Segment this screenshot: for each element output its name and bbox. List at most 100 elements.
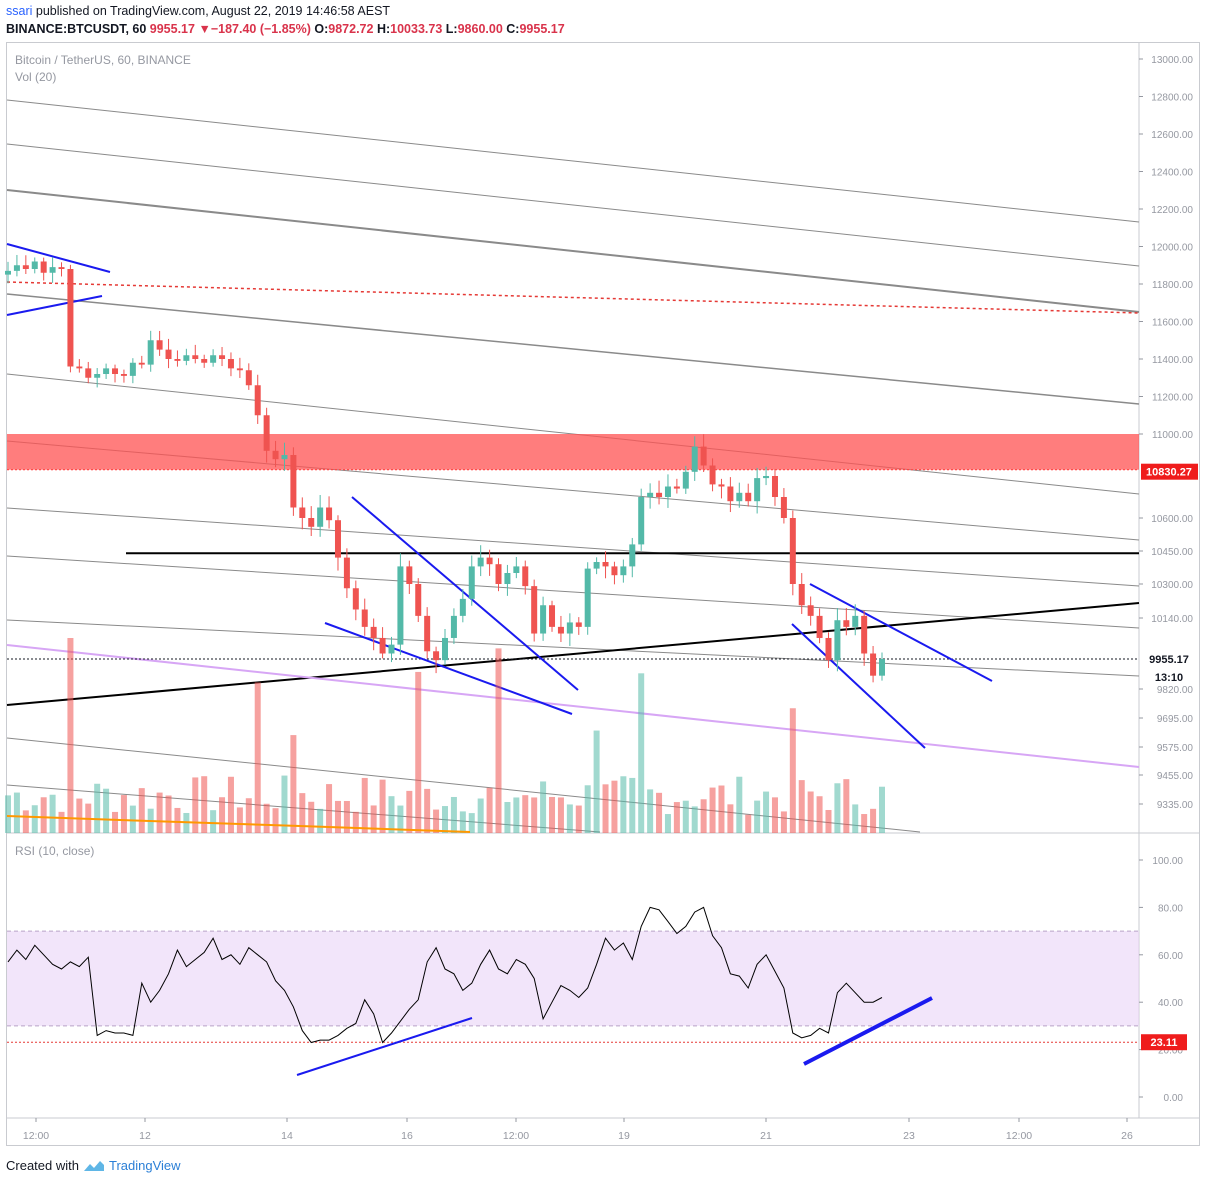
candle-body	[736, 492, 743, 502]
volume-bar	[709, 787, 716, 833]
down-arrow-icon: ▼	[198, 22, 211, 36]
red-dotted-trendline	[6, 281, 1140, 314]
rsi-band	[7, 931, 1139, 1026]
candle-body	[861, 615, 868, 654]
volume-bar	[495, 648, 502, 833]
volume-bar	[477, 798, 484, 833]
volume-bar	[308, 801, 315, 833]
price-axis-label: 12000.00	[1151, 243, 1193, 254]
candle-body	[317, 507, 324, 527]
volume-bar	[540, 781, 547, 833]
time-axis-label: 12:00	[23, 1130, 49, 1142]
candle-body	[611, 566, 618, 576]
tradingview-logo-icon	[83, 1160, 104, 1171]
candle-body	[174, 359, 181, 361]
close-value: 9955.17	[519, 22, 565, 36]
candle-body	[58, 267, 65, 269]
candle-body	[263, 415, 270, 451]
candle-body	[406, 566, 413, 584]
candle-body	[629, 544, 636, 567]
volume-bar	[201, 776, 208, 833]
candle-body	[442, 637, 448, 661]
volume-bar	[352, 811, 359, 833]
volume-legend: Vol (20)	[15, 70, 57, 84]
candle-body	[192, 355, 199, 359]
candle-body	[201, 359, 208, 363]
candle-body	[415, 584, 422, 616]
volume-bar	[816, 796, 823, 833]
time-axis-label: 26	[1121, 1130, 1133, 1142]
channel-line	[6, 143, 1140, 267]
rsi-level-badge-bg	[1141, 1034, 1187, 1051]
candle-body	[531, 586, 538, 634]
volume-bar	[798, 780, 805, 833]
volume-bar	[263, 803, 270, 833]
candle-body	[433, 651, 440, 661]
volume-bar	[40, 797, 47, 833]
price-axis-label: 9820.00	[1157, 685, 1194, 696]
candle-body	[852, 615, 859, 627]
volume-bar	[780, 811, 787, 833]
candle-body	[49, 267, 56, 273]
author-link[interactable]: ssari	[6, 4, 33, 18]
volume-bar	[326, 784, 333, 833]
candle-body	[290, 455, 297, 508]
price-axis-label: 9455.00	[1157, 771, 1194, 782]
price-axis-label: 10140.00	[1151, 614, 1193, 625]
countdown-badge: 13:10	[1155, 672, 1183, 684]
low-value: 9860.00	[457, 22, 503, 36]
tradingview-link[interactable]: TradingView	[108, 1158, 181, 1173]
candle-body	[112, 368, 119, 374]
candle-body	[397, 566, 404, 645]
candle-body	[647, 492, 654, 497]
volume-bar	[290, 735, 297, 833]
volume-bar	[361, 777, 368, 833]
price-axis-label: 11000.00	[1152, 430, 1193, 441]
volume-bar	[245, 798, 252, 833]
created-with-label: Created with	[6, 1158, 79, 1173]
candle-body	[834, 620, 841, 661]
volume-bar	[673, 802, 680, 833]
candle-body	[656, 492, 663, 497]
price-axis-label: 12600.00	[1151, 130, 1193, 141]
volume-bar	[227, 776, 234, 833]
volume-bar	[450, 796, 457, 833]
price-axis-label: 9575.00	[1157, 743, 1194, 754]
blue-trendline	[6, 243, 111, 273]
volume-bar	[76, 798, 83, 833]
candle-body	[227, 359, 234, 369]
candle-body	[575, 622, 582, 627]
volume-bar	[727, 804, 734, 833]
low-label: L:	[445, 22, 458, 36]
volume-bar	[343, 800, 350, 833]
volume-bar	[406, 790, 413, 833]
volume-bar	[156, 792, 163, 833]
volume-bar	[664, 814, 671, 833]
volume-bar	[504, 802, 511, 833]
volume-bar	[736, 776, 743, 833]
rsi-axis-label: 100.00	[1152, 856, 1183, 867]
candle-body	[165, 349, 172, 359]
candle-body	[459, 598, 466, 616]
volume-bar	[691, 806, 698, 833]
candle-body	[584, 568, 591, 627]
volume-bar	[566, 804, 573, 833]
channel-line	[6, 99, 1140, 223]
volume-bar	[58, 811, 65, 833]
volume-bar	[647, 789, 654, 833]
volume-bar	[834, 783, 841, 833]
ohlc-line: BINANCE:BTCUSDT, 60 9955.17 ▼−187.40 (−1…	[6, 22, 565, 36]
volume-bar	[31, 805, 38, 833]
volume-bar	[620, 776, 627, 833]
published-text: published on TradingView.com, August 22,…	[32, 4, 391, 18]
candle-body	[673, 486, 680, 489]
candle-body	[682, 471, 689, 489]
candle-body	[343, 557, 350, 589]
volume-bar	[611, 780, 618, 833]
purple-trendline	[6, 644, 1140, 768]
candle-body	[5, 270, 11, 275]
volume-bar	[468, 813, 475, 833]
candle-body	[22, 265, 29, 269]
volume-bar	[129, 805, 136, 833]
